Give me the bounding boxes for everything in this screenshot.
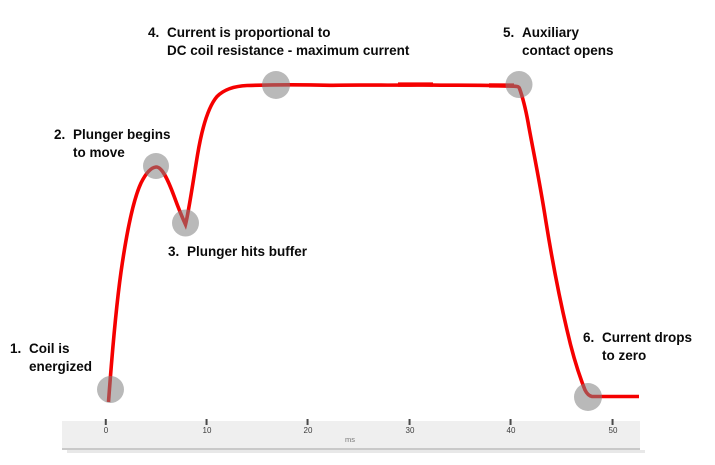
annotation-text: Plunger begins to move <box>73 127 171 160</box>
x-axis-unit-label: ms <box>345 435 355 444</box>
tick-label: 30 <box>405 426 415 435</box>
marker-point-2 <box>143 153 169 179</box>
annotation-number: 4. <box>148 25 160 40</box>
tick-mark <box>104 419 107 425</box>
annotation-4-maximum-current: 4. Current is proportional to DC coil re… <box>148 24 409 60</box>
x-axis-tick-20: 20 <box>303 419 313 435</box>
tick-label: 0 <box>103 426 109 435</box>
x-axis-tick-50: 50 <box>608 419 618 435</box>
tick-label: 40 <box>506 426 516 435</box>
x-axis-tick-10: 10 <box>202 419 212 435</box>
x-axis-tick-0: 0 <box>103 419 109 435</box>
tick-label: 10 <box>202 426 212 435</box>
tick-mark <box>307 419 309 425</box>
x-axis: 0 10 20 30 40 50 ms <box>62 419 640 450</box>
annotation-text: Current is proportional to DC coil resis… <box>167 25 410 58</box>
tick-mark <box>510 419 512 425</box>
annotation-number: 3. <box>168 244 180 259</box>
annotation-3-plunger-hits-buffer: 3. Plunger hits buffer <box>168 243 307 261</box>
annotation-text: Plunger hits buffer <box>187 244 308 259</box>
marker-point-1 <box>97 376 124 403</box>
annotation-number: 6. <box>583 330 595 345</box>
marker-point-5 <box>505 71 533 98</box>
marker-point-4 <box>262 71 290 99</box>
annotation-number: 1. <box>10 341 22 356</box>
tick-label: 20 <box>303 426 313 435</box>
marker-point-3 <box>172 209 199 237</box>
annotation-text: Auxiliary contact opens <box>522 25 614 58</box>
annotation-2-plunger-begins-to-move: 2. Plunger begins to move <box>54 126 171 162</box>
x-axis-shadow <box>67 450 645 453</box>
annotation-text: Current drops to zero <box>602 330 693 363</box>
marker-point-6 <box>574 383 602 411</box>
tick-mark <box>409 419 411 425</box>
annotation-text: Coil is energized <box>29 341 93 374</box>
x-axis-tick-30: 30 <box>405 419 415 435</box>
annotation-number: 5. <box>503 25 515 40</box>
tick-mark <box>612 419 614 425</box>
annotation-number: 2. <box>54 127 66 142</box>
tick-mark <box>206 419 208 425</box>
tick-label: 50 <box>608 426 618 435</box>
x-axis-tick-40: 40 <box>506 419 516 435</box>
annotation-1-coil-energized: 1. Coil is energized <box>10 340 92 376</box>
annotation-5-auxiliary-contact-opens: 5. Auxiliary contact opens <box>503 24 614 60</box>
annotation-6-current-drops-to-zero: 6. Current drops to zero <box>583 329 692 365</box>
